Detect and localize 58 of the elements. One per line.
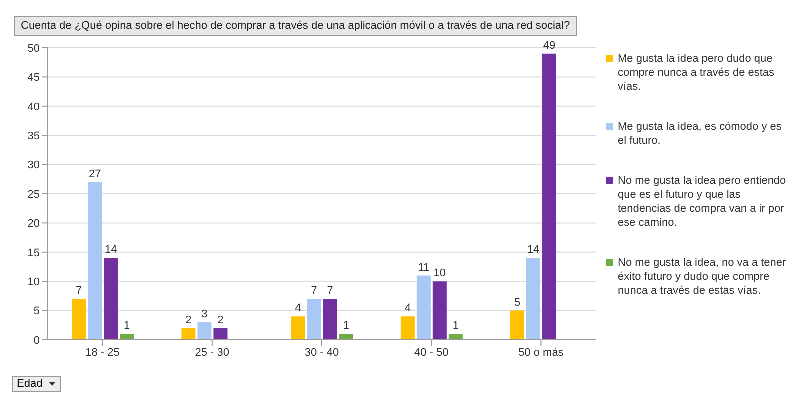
y-tick-label: 50 [28, 42, 40, 55]
data-label: 14 [527, 244, 540, 256]
bar [214, 328, 228, 340]
bar [542, 54, 557, 340]
x-tick-label: 18 - 25 [86, 346, 120, 359]
bar [416, 276, 431, 340]
bar [510, 310, 525, 340]
bar [88, 182, 102, 340]
legend-label: Me gusta la idea, es cómodo y es el futuro. [618, 120, 783, 148]
bar [182, 328, 196, 340]
x-tick-label: 25 - 30 [195, 346, 230, 359]
bar [198, 322, 212, 340]
data-label: 2 [186, 314, 192, 326]
y-tick-label: 40 [28, 101, 40, 114]
data-label: 1 [124, 320, 130, 332]
y-tick-label: 30 [28, 160, 40, 172]
bar [120, 334, 134, 340]
bar [339, 334, 354, 340]
y-tick-label: 0 [34, 334, 40, 347]
chart-title: Cuenta de ¿Qué opina sobre el hecho de comprar a través de una aplicación móvil o a través de una red social? [14, 16, 578, 36]
data-label: 2 [218, 314, 224, 326]
data-label: 7 [76, 285, 82, 298]
bar [104, 258, 118, 340]
bar [323, 299, 338, 340]
bar [448, 334, 463, 340]
legend-label: Me gusta la idea pero dudo que compre nunca a través de estas vías. [618, 52, 776, 94]
y-tick-label: 25 [28, 188, 40, 201]
data-label: 5 [514, 296, 521, 309]
data-label: 11 [418, 262, 430, 274]
data-label: 4 [295, 302, 302, 315]
data-label: 7 [311, 285, 318, 298]
x-tick-label: 40 - 50 [414, 346, 449, 359]
legend-label: No me gusta la idea, no va a tener éxito futuro y dudo que compre nunca a través de estas vías. [618, 256, 788, 298]
y-tick-label: 10 [28, 276, 40, 289]
x-axis-title: Edad [17, 378, 43, 390]
x-tick-label: 50 o más [518, 346, 564, 359]
y-tick-label: 15 [28, 247, 40, 260]
data-label: 4 [404, 302, 411, 315]
data-label: 1 [343, 320, 350, 332]
y-tick-label: 20 [28, 218, 40, 230]
data-label: 10 [434, 268, 446, 280]
bar [400, 316, 415, 340]
y-tick-label: 35 [28, 130, 40, 143]
data-label: 3 [202, 308, 208, 320]
y-tick-label: 45 [28, 72, 40, 84]
bar [72, 299, 86, 340]
bar [526, 258, 541, 340]
bar [432, 282, 447, 340]
bar [291, 316, 306, 340]
y-tick-label: 5 [34, 306, 40, 318]
data-label: 27 [88, 168, 102, 180]
data-label: 49 [543, 40, 556, 52]
data-label: 7 [327, 285, 334, 298]
data-label: 1 [452, 320, 459, 332]
data-label: 14 [104, 244, 118, 256]
bar [307, 299, 322, 340]
legend-label: No me gusta la idea pero entiendo que es el futuro y que las tendencias de compra van a ir por ese camino. [618, 174, 788, 230]
x-tick-label: 30 - 40 [304, 346, 340, 359]
